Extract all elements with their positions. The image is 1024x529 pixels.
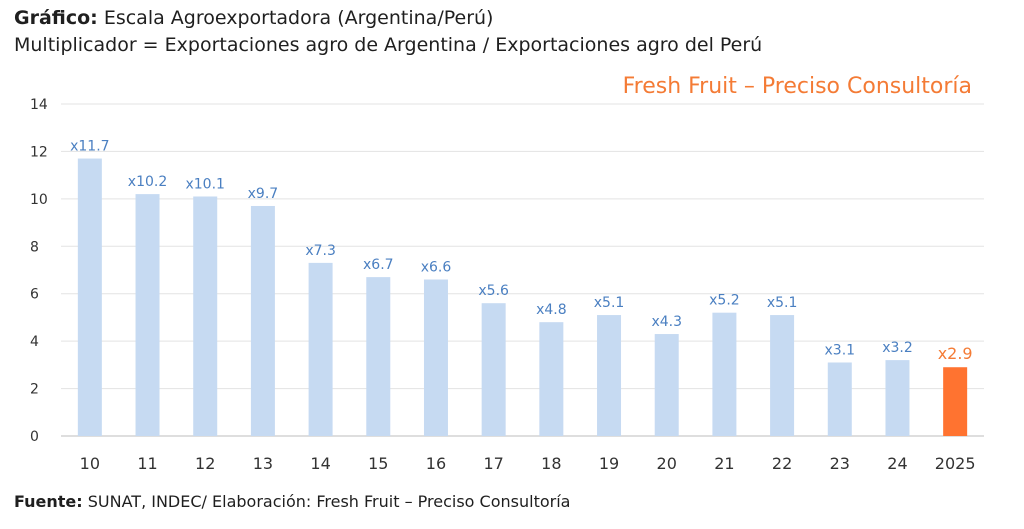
x-tick-label: 20 <box>657 454 677 473</box>
bar <box>770 315 795 436</box>
x-tick-label: 24 <box>887 454 907 473</box>
bar <box>712 312 737 436</box>
bar <box>366 277 391 436</box>
bar <box>308 262 333 436</box>
data-label: x9.7 <box>248 186 279 202</box>
x-tick-label: 22 <box>772 454 792 473</box>
data-label: x7.3 <box>305 243 336 259</box>
y-tick-label: 8 <box>30 239 39 255</box>
bar <box>193 196 218 436</box>
y-tick-label: 2 <box>30 382 39 398</box>
source-text: SUNAT, INDEC/ Elaboración: Fresh Fruit –… <box>82 492 571 511</box>
data-label: x10.2 <box>128 174 167 190</box>
bar <box>481 303 506 436</box>
x-tick-label: 14 <box>310 454 330 473</box>
x-tick-label: 12 <box>195 454 215 473</box>
bar <box>135 194 160 436</box>
x-tick-label: 21 <box>714 454 734 473</box>
data-label: x6.6 <box>421 259 452 275</box>
y-tick-label: 6 <box>30 287 39 303</box>
data-label: x5.1 <box>594 295 625 311</box>
source-prefix: Fuente: <box>14 492 83 511</box>
bar <box>943 367 968 436</box>
x-tick-label: 17 <box>483 454 503 473</box>
x-tick-label: 11 <box>137 454 157 473</box>
data-label: x3.2 <box>882 340 913 356</box>
data-label: x4.3 <box>651 314 682 330</box>
y-tick-label: 12 <box>30 144 48 160</box>
data-label: x2.9 <box>938 344 973 363</box>
y-tick-label: 0 <box>30 429 39 445</box>
title-prefix: Gráfico: <box>14 7 98 29</box>
bar <box>885 360 910 436</box>
x-tick-label: 23 <box>830 454 850 473</box>
x-tick-label: 19 <box>599 454 619 473</box>
y-tick-label: 4 <box>30 334 39 350</box>
bar <box>597 315 622 436</box>
data-label: x6.7 <box>363 257 394 273</box>
source-note: Fuente: SUNAT, INDEC/ Elaboración: Fresh… <box>14 492 570 511</box>
data-label: x5.2 <box>709 293 740 309</box>
bar <box>827 362 852 436</box>
x-tick-label: 2025 <box>935 454 976 473</box>
data-label: x5.1 <box>767 295 798 311</box>
x-tick-label: 16 <box>426 454 446 473</box>
bar <box>250 205 275 436</box>
y-tick-label: 14 <box>30 97 48 113</box>
chart-subtitle: Multiplicador = Exportaciones agro de Ar… <box>14 34 763 56</box>
chart-title-line-1: Gráfico: Escala Agroexportadora (Argenti… <box>14 7 493 29</box>
bar <box>423 279 448 436</box>
bar-chart: 02468101214x11.710x10.211x10.112x9.713x7… <box>30 97 984 473</box>
title-text: Escala Agroexportadora (Argentina/Perú) <box>97 7 494 29</box>
data-label: x5.6 <box>478 283 509 299</box>
x-tick-label: 15 <box>368 454 388 473</box>
x-tick-label: 18 <box>541 454 561 473</box>
y-tick-label: 10 <box>30 192 48 208</box>
data-label: x10.1 <box>185 176 224 192</box>
bar <box>539 322 564 436</box>
data-label: x4.8 <box>536 302 567 318</box>
data-label: x3.1 <box>825 342 856 358</box>
x-tick-label: 10 <box>80 454 100 473</box>
bar <box>77 158 102 437</box>
x-tick-label: 13 <box>253 454 273 473</box>
brand-label: Fresh Fruit – Preciso Consultoría <box>622 74 972 99</box>
data-label: x11.7 <box>70 139 109 155</box>
bar <box>654 334 679 436</box>
